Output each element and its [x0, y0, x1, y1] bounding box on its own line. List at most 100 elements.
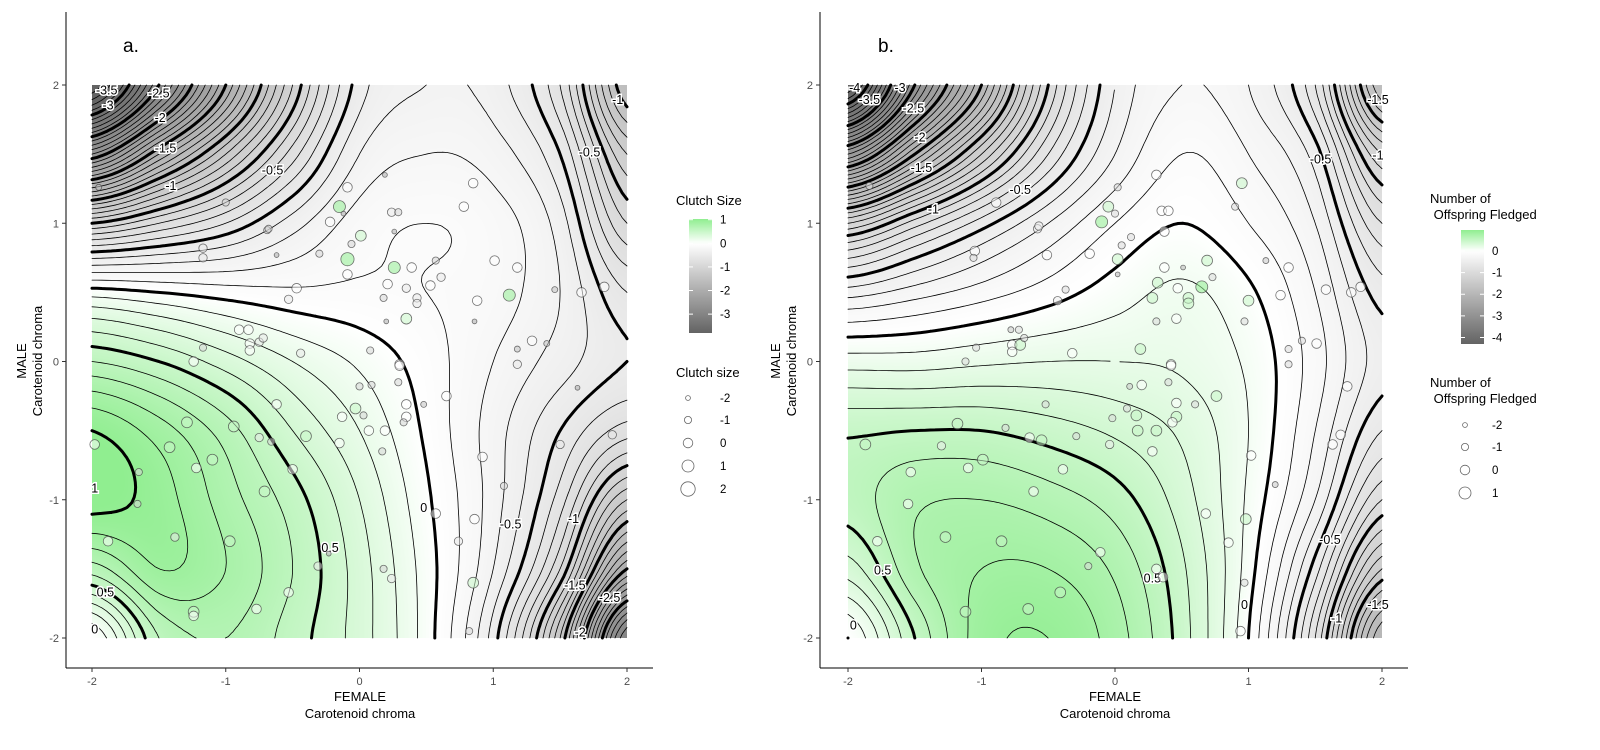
data-point [223, 535, 236, 548]
data-point [95, 183, 103, 191]
contour-line [91, 306, 398, 639]
data-point [1210, 390, 1223, 402]
contour-line [847, 360, 1226, 639]
data-point [471, 318, 478, 325]
data-point [313, 561, 323, 571]
data-point [1163, 205, 1174, 217]
data-point [198, 243, 208, 253]
data-point [467, 177, 479, 189]
data-point [1102, 200, 1115, 213]
data-point [1171, 313, 1182, 324]
contour-label: -1.5 [1367, 598, 1389, 612]
contour-line [90, 83, 629, 640]
data-point [961, 357, 970, 366]
contour-line [846, 83, 1384, 640]
y-tick-label: -2 [803, 633, 813, 645]
data-point [287, 464, 298, 475]
contour-label: -1 [1331, 612, 1342, 626]
colorbar-tick-label: 0 [720, 238, 726, 250]
data-point [1165, 360, 1177, 371]
contour-line [91, 84, 628, 639]
data-point [336, 411, 348, 423]
contour-line [847, 84, 910, 142]
data-point [959, 605, 972, 618]
data-point [1355, 281, 1366, 293]
size-legend-key [685, 395, 691, 401]
x-axis-title-a-line2: Carotenoid chroma [305, 706, 416, 721]
contour-line [91, 331, 349, 639]
colorbar-tick-label: -4 [1492, 333, 1503, 345]
fill-legend-title-b-line2: Offspring Fledged [1430, 207, 1537, 222]
contour-label: 0.5 [321, 541, 338, 555]
contour-line [847, 84, 1347, 639]
contour-line [91, 84, 628, 639]
contour-line [846, 221, 1278, 640]
contour-line [846, 83, 983, 189]
x-axis-title-a-line1: FEMALE [334, 689, 386, 704]
contour-line [967, 559, 1100, 639]
x-tick-label: -2 [87, 676, 97, 688]
size-legend-key [681, 459, 695, 473]
data-point [89, 439, 100, 450]
data-point [1284, 345, 1293, 354]
data-point [181, 416, 193, 429]
contour-line [91, 84, 628, 639]
contour-line [847, 84, 1383, 639]
data-point [472, 295, 483, 306]
contour-lines-b: -4-3.5 -3 -2.5 -2 -1.5 -1 -0.5 -0.5 -1.5 -1 0.5 0 0.… [846, 79, 1390, 640]
data-point [1235, 625, 1246, 637]
data-point [936, 441, 947, 451]
x-tick-label: 0 [1112, 676, 1118, 688]
colorbar-tick-label: -2 [1492, 289, 1502, 301]
data-point [244, 345, 256, 356]
data-point [859, 438, 872, 451]
contour-line [91, 84, 628, 639]
contour-line [90, 83, 629, 640]
contour-line [847, 151, 1303, 639]
data-point [1240, 513, 1252, 525]
data-point [1283, 262, 1294, 273]
data-point [499, 481, 508, 490]
data-point [1014, 339, 1027, 351]
data-point [1320, 284, 1332, 295]
data-point [379, 293, 388, 302]
contour-line [91, 84, 628, 639]
data-point [315, 249, 324, 258]
fill-legend-colorbar-a [689, 219, 712, 333]
size-legend-title-a: Clutch size [676, 365, 740, 380]
data-point [300, 430, 312, 442]
contour-label: -0.5 [579, 146, 601, 160]
data-point [1084, 562, 1093, 571]
data-point [340, 210, 347, 217]
contour-line [90, 83, 161, 139]
data-point [251, 603, 262, 615]
data-point [1130, 409, 1143, 422]
data-point [1052, 296, 1063, 306]
data-point [254, 432, 264, 443]
contour-line [847, 84, 874, 110]
contour-label: -1.5 [1367, 93, 1389, 107]
contour-line [847, 84, 955, 172]
size-legend-label: -1 [720, 415, 730, 427]
y-axis-title-b-line1: MALE [768, 343, 783, 379]
contour-line [847, 84, 969, 180]
x-axis-title-b-line1: FEMALE [1089, 689, 1141, 704]
data-point [1342, 381, 1353, 392]
data-point [382, 172, 388, 178]
data-point [512, 359, 522, 369]
contour-line [91, 84, 628, 639]
data-point [1108, 414, 1117, 423]
data-point [513, 345, 521, 353]
data-point [465, 627, 474, 636]
data-point [1284, 360, 1293, 369]
colorbar-tick-label: -3 [720, 309, 730, 321]
data-point [1191, 400, 1200, 409]
size-legend-key [680, 481, 696, 497]
data-point [1035, 434, 1048, 447]
size-legend-key [1458, 486, 1472, 500]
data-points-b [859, 169, 1366, 637]
size-legend-key [1459, 464, 1471, 476]
contour-label: -1 [928, 202, 939, 216]
